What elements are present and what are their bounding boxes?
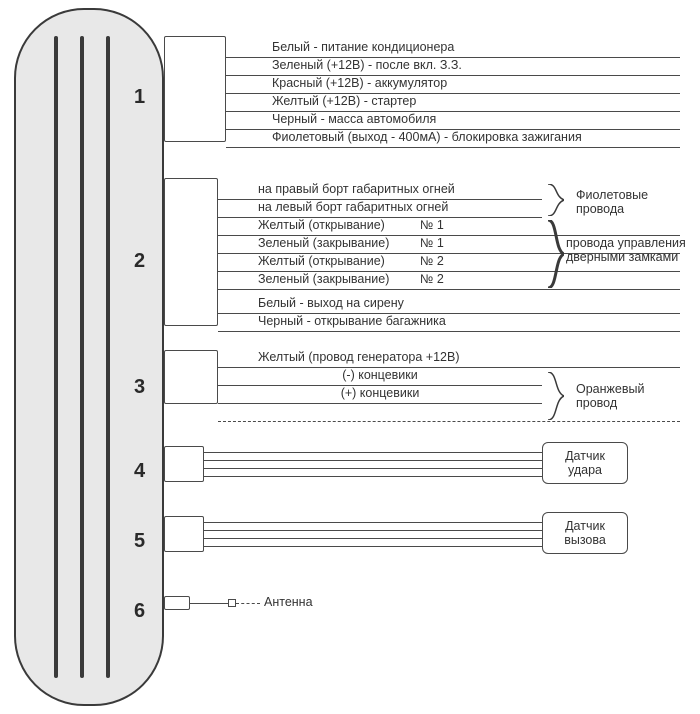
connector-port [164, 596, 190, 610]
wire-sublabel: № 2 [418, 254, 446, 268]
antenna-label: Антенна [264, 595, 313, 609]
wire-label: на правый борт габаритных огней [256, 182, 457, 196]
wire-row: Зеленый (+12В) - после вкл. З.З. [226, 58, 680, 76]
wire-label: Зеленый (+12В) - после вкл. З.З. [270, 58, 464, 72]
wire-label: Красный (+12В) - аккумулятор [270, 76, 449, 90]
wire-row: Черный - открывание багажника [218, 314, 680, 332]
connector-port [164, 36, 226, 142]
wire-row: Белый - выход на сирену [218, 296, 680, 314]
wire-row: Фиолетовый (выход - 400мА) - блокировка … [226, 130, 680, 148]
wire-line [226, 147, 680, 148]
brace [548, 372, 564, 420]
connector-number: 1 [134, 86, 145, 109]
wire-line [204, 538, 542, 539]
wire-label: (+) концевики [339, 386, 422, 400]
wire-label: Белый - питание кондиционера [270, 40, 456, 54]
wire-label: Белый - выход на сирену [256, 296, 406, 310]
wire-line [204, 468, 542, 469]
brace [548, 184, 564, 216]
wire-row: Желтый (открывание) № 1 [218, 218, 680, 236]
brace-label: Оранжевыйпровод [576, 382, 644, 410]
connector-port [164, 350, 218, 404]
wire-row: Красный (+12В) - аккумулятор [226, 76, 680, 94]
wire-label: Желтый (провод генератора +12В) [256, 350, 462, 364]
wire-line [218, 331, 680, 332]
wire-label: Фиолетовый (выход - 400мА) - блокировка … [270, 130, 584, 144]
wire-row: Желтый (+12В) - стартер [226, 94, 680, 112]
wire-label: Черный - масса автомобиля [270, 112, 438, 126]
wire-row: (+) концевики [218, 386, 542, 404]
wire-label: Желтый (открывание) [256, 218, 387, 232]
connector-number: 3 [134, 376, 145, 399]
wire-line [204, 476, 542, 477]
antenna-node [228, 599, 236, 607]
wire-label: Зеленый (закрывание) [256, 236, 391, 250]
wire-sublabel: № 2 [418, 272, 446, 286]
wire-line [204, 530, 542, 531]
brace-label: провода управлениядверными замками [566, 236, 686, 264]
wire-line [218, 421, 680, 422]
connector-port [164, 178, 218, 326]
wire-label: Желтый (+12В) - стартер [270, 94, 418, 108]
wire-row: на правый борт габаритных огней [218, 182, 542, 200]
wire-label: Зеленый (закрывание) [256, 272, 391, 286]
connector-number: 4 [134, 460, 145, 483]
wire-row: Черный - масса автомобиля [226, 112, 680, 130]
wire-row: Зеленый (закрывание) № 2 [218, 272, 680, 290]
wire-label: Черный - открывание багажника [256, 314, 448, 328]
wire-row: (-) концевики [218, 368, 542, 386]
connector-port [164, 446, 204, 482]
wire-line [204, 522, 542, 523]
brace-label: Фиолетовыепровода [576, 188, 648, 216]
wire-row: Белый - питание кондиционера [226, 40, 680, 58]
wire-label: на левый борт габаритных огней [256, 200, 450, 214]
wire-sublabel: № 1 [418, 236, 446, 250]
antenna-wire [190, 603, 228, 604]
wire-label: (-) концевики [340, 368, 419, 382]
wire-line [218, 289, 680, 290]
wire-row: Желтый (провод генератора +12В) [218, 350, 680, 368]
wire-line [204, 546, 542, 547]
connector-number: 6 [134, 600, 145, 623]
wire-line [204, 460, 542, 461]
device-groove [106, 36, 110, 678]
brace [548, 220, 564, 288]
wire-row: на левый борт габаритных огней [218, 200, 542, 218]
wire-label: Желтый (открывание) [256, 254, 387, 268]
wire-line [204, 452, 542, 453]
sensor-box: Датчикудара [542, 442, 628, 484]
device-groove [80, 36, 84, 678]
wire-sublabel: № 1 [418, 218, 446, 232]
connector-number: 2 [134, 250, 145, 273]
sensor-box: Датчиквызова [542, 512, 628, 554]
connector-number: 5 [134, 530, 145, 553]
antenna-dash [236, 603, 260, 604]
device-groove [54, 36, 58, 678]
connector-port [164, 516, 204, 552]
